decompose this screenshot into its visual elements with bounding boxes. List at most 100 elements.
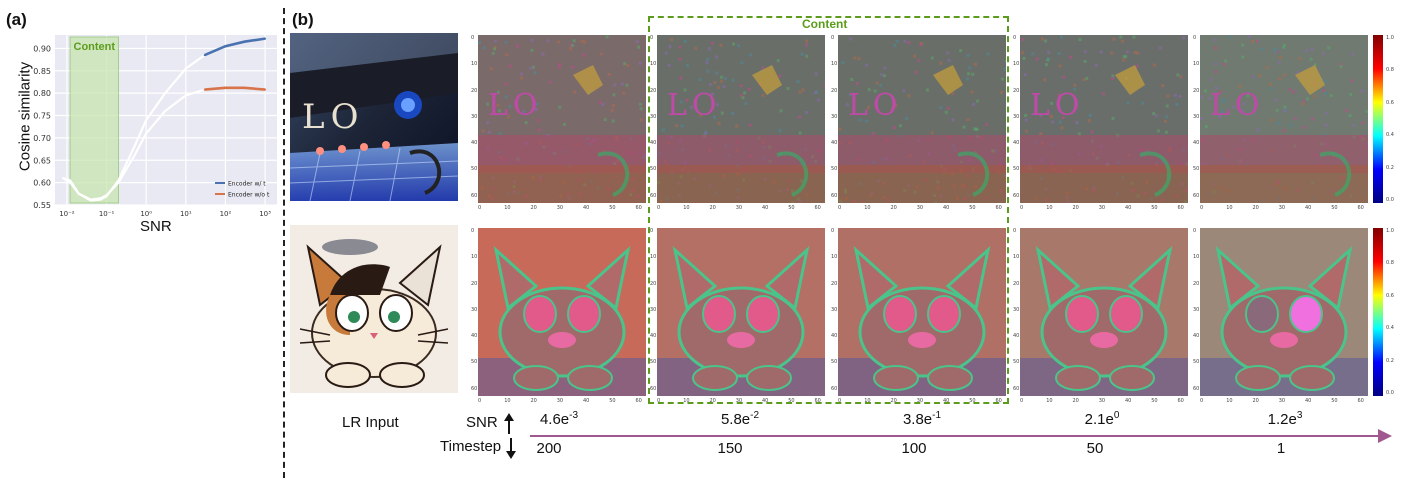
heatmap-y-tick: 20 bbox=[650, 280, 657, 287]
heatmap-x-tick: 0 bbox=[478, 205, 482, 211]
heatmap-y-tick: 50 bbox=[831, 359, 838, 366]
data-point bbox=[243, 86, 246, 89]
heatmap-y-tick: 0 bbox=[650, 35, 654, 41]
svg-text:LO: LO bbox=[1210, 88, 1265, 123]
y-tick-label: 0.80 bbox=[33, 89, 51, 98]
heatmap-y-tick: 60 bbox=[1013, 385, 1020, 392]
heatmap-y-tick: 30 bbox=[650, 113, 657, 120]
heatmap-y-tick: 20 bbox=[471, 280, 478, 287]
heatmap-x-tick: 0 bbox=[1200, 398, 1204, 404]
direction-arrows bbox=[504, 413, 516, 459]
content-highlight-label: Content bbox=[802, 17, 848, 31]
series-highlight-encoder-with-t bbox=[204, 37, 266, 57]
heatmap-y-tick: 60 bbox=[1013, 192, 1020, 199]
lr-input-cat-photo bbox=[290, 225, 458, 393]
heatmap-x-tick: 40 bbox=[583, 398, 590, 404]
heatmap-x-tick: 10 bbox=[864, 205, 871, 211]
heatmap-x-tick: 50 bbox=[788, 398, 795, 404]
heatmap-y-tick: 40 bbox=[1193, 333, 1200, 339]
data-point bbox=[117, 181, 120, 184]
heatmap-x-tick: 20 bbox=[530, 398, 537, 404]
heatmap-y-tick: 30 bbox=[471, 306, 478, 313]
heatmap-x-tick: 30 bbox=[556, 398, 564, 404]
data-point bbox=[89, 198, 92, 201]
heatmap-x-tick: 20 bbox=[530, 205, 537, 211]
heatmap-x-tick: 0 bbox=[657, 398, 661, 404]
heatmap-y-tick: 50 bbox=[650, 166, 657, 173]
heatmap-y-tick: 50 bbox=[1193, 166, 1200, 173]
colorbar-tick: 1.0 bbox=[1386, 35, 1394, 41]
heatmap-x-tick: 50 bbox=[609, 398, 616, 404]
data-point bbox=[264, 88, 267, 91]
heatmap-y-tick: 20 bbox=[831, 280, 838, 287]
heatmap-row1-col2: LO bbox=[657, 35, 825, 203]
heatmap-x-tick: 0 bbox=[478, 398, 482, 404]
heatmap-x-tick: 50 bbox=[1331, 398, 1338, 404]
svg-text:LO: LO bbox=[667, 88, 722, 123]
data-point bbox=[164, 92, 167, 95]
x-tick-label: 10² bbox=[220, 210, 232, 218]
heatmap-x-tick: 60 bbox=[995, 205, 1002, 211]
heatmap-x-tick: 20 bbox=[1252, 205, 1259, 211]
heatmap-y-tick: 30 bbox=[1013, 306, 1020, 313]
colorbar-row2 bbox=[1373, 228, 1383, 396]
heatmap-y-tick: 50 bbox=[831, 166, 838, 173]
heatmap-x-tick: 50 bbox=[969, 205, 976, 211]
heatmap-y-tick: 10 bbox=[831, 254, 838, 261]
heatmap-x-tick: 0 bbox=[1200, 205, 1204, 211]
y-tick-label: 0.90 bbox=[33, 44, 51, 53]
data-point bbox=[184, 94, 187, 97]
heatmap-x-tick: 10 bbox=[1226, 205, 1233, 211]
heatmap-x-tick: 30 bbox=[735, 205, 743, 211]
chart-y-axis-label: Cosine similarity bbox=[16, 61, 34, 172]
timestep-down-arrow-icon bbox=[506, 438, 516, 459]
svg-text:LO: LO bbox=[488, 88, 543, 123]
data-point bbox=[203, 54, 206, 57]
snr-up-arrow-icon bbox=[504, 413, 514, 434]
heatmap-y-tick: 10 bbox=[650, 254, 657, 261]
heatmap-x-tick: 10 bbox=[504, 205, 511, 211]
data-point bbox=[203, 88, 206, 91]
heatmap-x-tick: 0 bbox=[838, 205, 842, 211]
colorbar-tick: 0.4 bbox=[1386, 325, 1394, 332]
y-tick-label: 0.65 bbox=[33, 156, 51, 165]
heatmap-x-tick: 40 bbox=[762, 398, 769, 404]
heatmap-y-tick: 50 bbox=[1013, 359, 1020, 366]
data-point bbox=[224, 45, 227, 48]
heatmap-y-tick: 40 bbox=[1013, 333, 1020, 339]
svg-text:LO: LO bbox=[1030, 88, 1085, 123]
panel-a-label: (a) bbox=[6, 10, 27, 29]
heatmap-row2-col2 bbox=[657, 228, 825, 396]
colorbar-tick: 0.2 bbox=[1386, 164, 1394, 171]
heatmap-x-tick: 20 bbox=[890, 398, 897, 404]
svg-text:LO: LO bbox=[848, 88, 903, 123]
heatmap-x-tick: 30 bbox=[1278, 205, 1286, 211]
colorbar-tick: 0.4 bbox=[1386, 132, 1394, 139]
content-region-label: Content bbox=[74, 41, 116, 53]
heatmap-row2-col3 bbox=[838, 228, 1006, 396]
snr-value: 5.8e-2 bbox=[720, 410, 760, 428]
x-tick-label: 10⁻¹ bbox=[99, 210, 115, 218]
series-highlight-encoder-without-t bbox=[204, 86, 266, 91]
heatmap-x-tick: 20 bbox=[1252, 398, 1259, 404]
x-tick-label: 10⁻² bbox=[59, 210, 75, 218]
heatmap-y-tick: 40 bbox=[1193, 140, 1200, 146]
content-highlight-box bbox=[648, 16, 1009, 404]
heatmap-x-tick: 50 bbox=[969, 398, 976, 404]
data-point bbox=[69, 179, 72, 182]
heatmap-x-tick: 60 bbox=[1177, 398, 1184, 404]
legend-label: Encoder w/o t bbox=[228, 192, 270, 199]
heatmap-x-tick: 30 bbox=[735, 398, 743, 404]
data-point bbox=[264, 37, 267, 40]
heatmap-y-tick: 40 bbox=[650, 333, 657, 339]
heatmap-y-tick: 0 bbox=[650, 228, 654, 234]
heatmap-y-tick: 0 bbox=[1013, 35, 1017, 41]
heatmap-x-tick: 0 bbox=[838, 398, 842, 404]
heatmap-x-tick: 20 bbox=[1072, 398, 1079, 404]
heatmap-x-tick: 30 bbox=[556, 205, 564, 211]
heatmap-row1-col3: LO bbox=[838, 35, 1006, 203]
x-tick-label: 10³ bbox=[259, 210, 271, 218]
heatmap-y-tick: 30 bbox=[650, 306, 657, 313]
heatmap-y-tick: 40 bbox=[831, 140, 838, 146]
heatmap-y-tick: 10 bbox=[1013, 254, 1020, 261]
